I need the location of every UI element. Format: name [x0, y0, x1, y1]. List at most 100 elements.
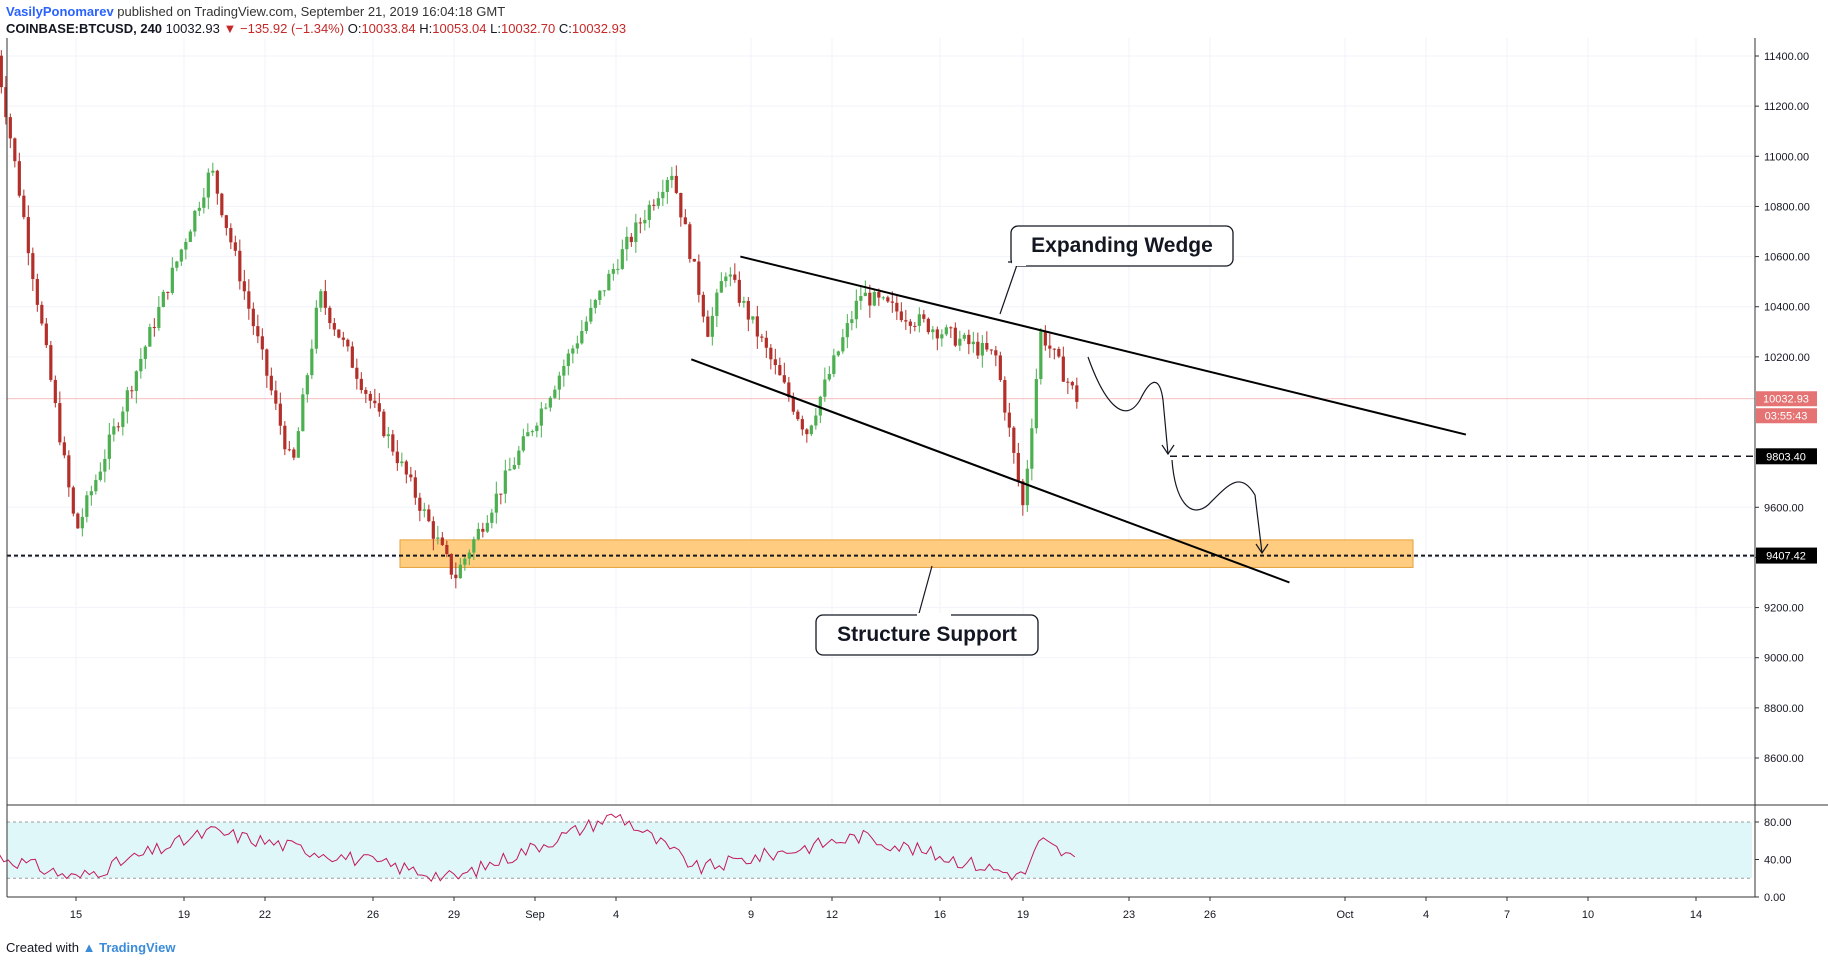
x-tick-label: 10	[1582, 909, 1594, 921]
candle-body	[643, 219, 647, 224]
candle-body	[188, 231, 192, 242]
candle-body	[319, 291, 323, 308]
candle-body	[922, 314, 926, 319]
candle-body	[44, 323, 48, 346]
candle-body	[62, 442, 66, 456]
candle-body	[175, 261, 179, 268]
x-tick-label: 19	[178, 909, 190, 921]
candle-body	[1070, 382, 1074, 386]
candle-body	[4, 87, 8, 118]
candle-body	[526, 432, 530, 437]
candle-body	[184, 241, 188, 250]
candle-body	[166, 291, 170, 293]
candle-body	[161, 291, 165, 307]
candle-body	[958, 338, 962, 346]
candle-body	[346, 339, 350, 347]
y-tick-label: 11000.00	[1764, 151, 1809, 163]
candle-body	[710, 315, 714, 337]
candle-body	[134, 371, 138, 391]
candle-body	[103, 458, 107, 472]
candle-body	[508, 469, 512, 471]
wedge-upper-line[interactable]	[740, 255, 1467, 436]
tradingview-logo[interactable]: ▲ TradingView	[82, 940, 176, 955]
candle-body	[283, 425, 287, 450]
candle-body	[476, 528, 480, 540]
candle-body	[913, 325, 917, 327]
candle-body	[463, 558, 467, 565]
y-tick-label: 11400.00	[1764, 51, 1809, 63]
candle-body	[49, 345, 53, 380]
candle-body	[422, 509, 426, 511]
candle-body	[220, 193, 224, 216]
callout-expanding-wedge[interactable]: Expanding Wedge	[999, 225, 1234, 315]
candle-body	[899, 311, 903, 321]
candle-body	[755, 316, 759, 337]
candle-body	[26, 217, 30, 254]
candle-body	[418, 497, 422, 511]
open-value: 10033.84	[361, 21, 416, 36]
candle-body	[868, 292, 872, 306]
high-value: 10053.04	[432, 21, 487, 36]
symbol-legend: COINBASE:BTCUSD, 240 10032.93 ▼ −135.92 …	[6, 21, 626, 36]
open-label: O:	[347, 21, 362, 36]
x-tick-label: 19	[1017, 909, 1029, 921]
rsi-tick-label: 0.00	[1764, 892, 1785, 904]
wedge-lower-line[interactable]	[690, 358, 1290, 584]
candle-body	[341, 337, 345, 340]
candle-body	[544, 407, 548, 409]
candle-body	[980, 342, 984, 356]
candle-body	[314, 307, 318, 349]
candle-body	[652, 204, 656, 206]
candle-body	[895, 302, 899, 312]
drawing-tools[interactable]	[690, 255, 1467, 584]
y-tick-label: 8600.00	[1764, 753, 1804, 765]
candle-body	[238, 250, 242, 282]
candle-body	[373, 400, 377, 404]
published-text: published on TradingView.com, September …	[117, 4, 506, 19]
candle-body	[112, 426, 116, 435]
candle-body	[971, 341, 975, 345]
symbol-name[interactable]: COINBASE:BTCUSD, 240	[6, 21, 163, 36]
candle-body	[890, 301, 894, 303]
x-tick-label: 15	[70, 909, 82, 921]
candle-body	[827, 373, 831, 380]
candle-body	[512, 464, 516, 470]
candle-body	[1007, 412, 1011, 428]
candle-body	[1003, 380, 1007, 413]
candle-body	[917, 314, 921, 326]
projection-path[interactable]	[1087, 356, 1263, 554]
support-zone[interactable]	[399, 539, 1414, 568]
author-link[interactable]: VasilyPonomarev	[6, 4, 114, 19]
candle-body	[445, 544, 449, 554]
footer: Created with ▲ TradingView	[6, 940, 175, 955]
x-tick-label: 7	[1504, 909, 1510, 921]
candlestick-series	[0, 50, 1079, 589]
level-1-tag-text: 9803.40	[1766, 451, 1806, 463]
candle-body	[737, 279, 741, 303]
candle-body	[949, 327, 953, 329]
candle-body	[881, 297, 885, 299]
candle-body	[368, 393, 372, 401]
candle-body	[454, 574, 458, 579]
candle-body	[13, 138, 17, 162]
candle-body	[427, 509, 431, 522]
candle-body	[904, 320, 908, 322]
candle-body	[944, 327, 948, 335]
candle-body	[836, 351, 840, 356]
candle-body	[877, 292, 881, 298]
candle-body	[1057, 348, 1061, 357]
candle-body	[854, 300, 858, 320]
candle-body	[98, 471, 102, 480]
candle-body	[760, 336, 764, 338]
candle-body	[22, 195, 26, 218]
y-tick-label: 9000.00	[1764, 653, 1804, 665]
candle-body	[53, 379, 57, 404]
callout-structure-support[interactable]: Structure Support	[815, 565, 1039, 656]
candle-body	[211, 170, 215, 173]
x-tick-label: 4	[613, 909, 619, 921]
candle-body	[265, 349, 269, 376]
candle-body	[557, 375, 561, 390]
candle-body	[1043, 331, 1047, 346]
candle-body	[1066, 381, 1070, 383]
